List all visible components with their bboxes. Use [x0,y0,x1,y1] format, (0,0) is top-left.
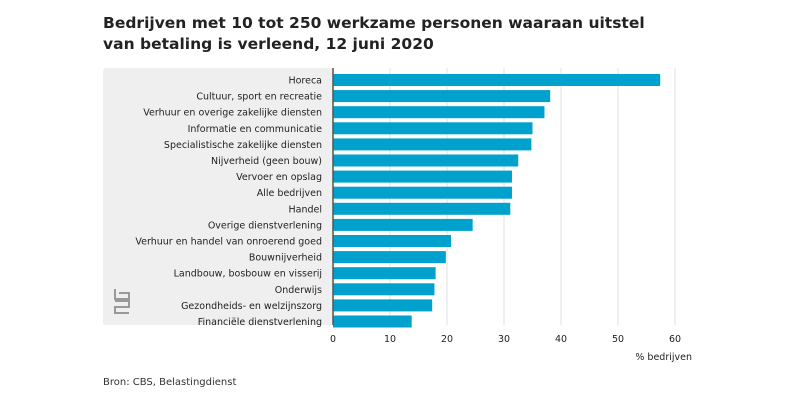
category-label: Landbouw, bosbouw en visserij [174,269,322,280]
category-label: Overige dienstverlening [208,220,322,231]
category-label: Specialistische zakelijke diensten [164,140,322,151]
category-label: Onderwijs [275,285,322,296]
bar [333,122,533,135]
bar [333,202,511,215]
x-tick-label: 60 [669,334,681,345]
bar [333,154,519,167]
x-tick-label: 0 [330,334,336,345]
bar [333,267,436,280]
x-tick-label: 10 [384,334,396,345]
category-label: Verhuur en overige zakelijke diensten [143,108,322,119]
x-tick-label: 50 [612,334,624,345]
bar [333,170,512,183]
bar [333,74,661,86]
category-label: Gezondheids- en welzijnszorg [181,301,322,312]
category-label: Horeca [288,76,322,87]
bar [333,251,446,264]
bar [333,218,473,231]
category-label: Bouwnijverheid [249,253,322,264]
x-tick-label: 30 [498,334,510,345]
category-label: Informatie en communicatie [188,124,323,135]
x-tick-label: 20 [441,334,453,345]
bar [333,186,512,199]
chart-title: Bedrijven met 10 tot 250 werkzame person… [103,14,645,53]
category-label: Nijverheid (geen bouw) [211,156,322,167]
category-label: Financiële dienstverlening [198,317,322,328]
x-tick-label: 40 [555,334,567,345]
bar [333,315,412,328]
label-panel [103,68,333,325]
category-label: Verhuur en handel van onroerend goed [135,237,322,248]
bar [333,90,551,103]
x-axis-label: % bedrijven [635,352,692,363]
bar [333,299,433,312]
category-label: Alle bedrijven [257,188,322,199]
category-label: Cultuur, sport en recreatie [196,92,322,103]
bar [333,235,451,247]
cbs-logo-icon [114,289,130,314]
source-note: Bron: CBS, Belastingdienst [103,377,237,388]
bar [333,106,545,119]
category-label: Vervoer en opslag [236,172,322,183]
bar [333,283,435,296]
category-label: Handel [288,204,322,215]
bar [333,138,532,151]
